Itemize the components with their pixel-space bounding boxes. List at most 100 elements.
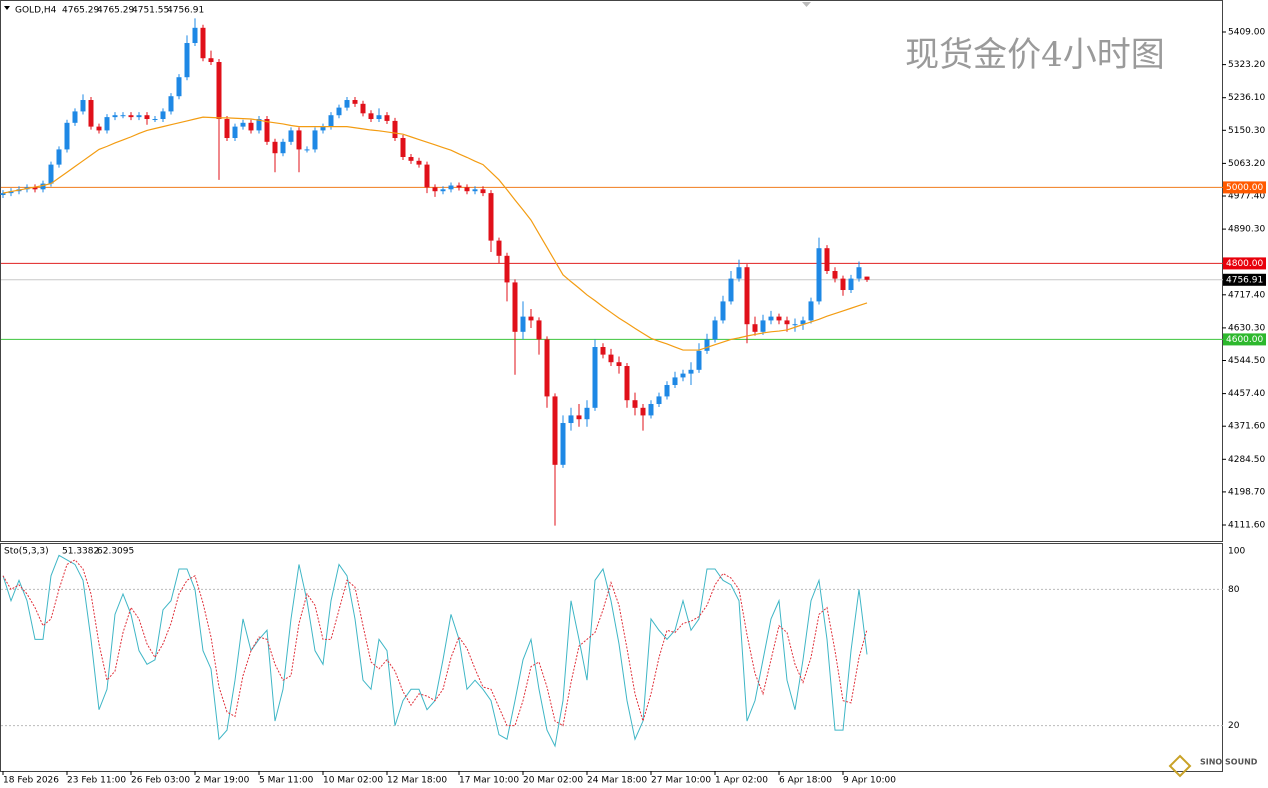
y-tick-label: 4457.40 — [1228, 389, 1265, 399]
candle-body — [0, 193, 6, 196]
candle-body — [248, 122, 254, 131]
candle-body — [152, 119, 158, 121]
candle-body — [696, 350, 702, 370]
y-tick-label: 4198.70 — [1228, 487, 1265, 497]
y-tick-label: 4890.30 — [1228, 225, 1265, 235]
symbol: GOLD,H4 — [15, 6, 57, 16]
current-price-box — [1223, 273, 1266, 286]
candle-body — [528, 316, 534, 321]
candle-body — [824, 248, 830, 272]
symbol-arrow — [4, 6, 10, 10]
candle-body — [520, 316, 526, 332]
candle-body — [776, 316, 782, 321]
level-box — [1223, 181, 1266, 194]
candle-body — [64, 122, 70, 150]
candle-body — [184, 43, 190, 78]
candle-body — [680, 373, 686, 378]
candle-body — [720, 301, 726, 321]
candle-body — [832, 271, 838, 279]
candle-body — [112, 115, 118, 118]
candle-body — [760, 320, 766, 332]
candle-body — [280, 141, 286, 154]
candle-body — [384, 115, 390, 121]
candle-body — [560, 423, 566, 465]
candle-body — [136, 115, 142, 118]
candle-body — [224, 119, 230, 139]
candle-body — [640, 407, 646, 416]
candle-body — [800, 320, 806, 325]
candle-body — [792, 324, 798, 326]
moving-average — [2, 116, 868, 351]
candle-body — [448, 185, 454, 190]
candle-body — [312, 130, 318, 150]
y-tick-label: 80 — [1228, 585, 1240, 595]
candle-body — [352, 100, 358, 104]
indicator-line — [2, 559, 868, 727]
candle-body — [712, 320, 718, 340]
level-box — [1223, 257, 1266, 270]
y-tick-label: 100 — [1228, 547, 1245, 557]
candle-body — [856, 267, 862, 279]
ohlc-close: 4756.91 — [167, 6, 204, 16]
candle-body — [744, 267, 750, 325]
candle-body — [664, 385, 670, 397]
candle-body — [632, 400, 638, 408]
x-tick-label: 12 Mar 18:00 — [387, 776, 447, 786]
candle-body — [104, 117, 110, 131]
x-tick-label: 10 Mar 02:00 — [323, 776, 383, 786]
y-tick-label: 5409.00 — [1228, 27, 1265, 37]
candle-body — [304, 149, 310, 151]
candle-body — [200, 27, 206, 59]
candle-body — [552, 396, 558, 465]
candle-body — [96, 126, 102, 131]
candle-body — [688, 369, 694, 374]
x-tick-label: 27 Mar 10:00 — [651, 776, 711, 786]
indicator-pane — [0, 543, 1223, 772]
indicator-main: 51.3382 — [62, 547, 99, 557]
y-tick-label: 4630.30 — [1228, 323, 1265, 333]
candle-body — [816, 248, 822, 302]
x-tick-label: 1 Apr 02:00 — [715, 776, 768, 786]
candle-body — [88, 100, 94, 127]
logo-icon — [1168, 754, 1192, 778]
candle-body — [40, 183, 46, 190]
indicator-title: Sto(5,3,3) — [4, 547, 49, 557]
candle-body — [168, 96, 174, 112]
shift-marker — [802, 2, 811, 7]
candle-body — [736, 267, 742, 279]
candle-body — [344, 100, 350, 108]
candle-body — [472, 189, 478, 192]
candle-body — [656, 396, 662, 405]
y-tick-label: 4544.50 — [1228, 356, 1265, 366]
candle-body — [536, 320, 542, 340]
indicator-signal: 62.3095 — [97, 547, 134, 557]
candle-body — [592, 347, 598, 408]
candle-body — [392, 120, 398, 139]
candle-body — [728, 278, 734, 302]
candle-body — [432, 187, 438, 192]
candle-body — [440, 189, 446, 192]
level-label: 5000.00 — [1226, 183, 1263, 193]
candle-body — [160, 111, 166, 120]
x-tick-label: 23 Feb 11:00 — [67, 776, 126, 786]
y-tick-label: 5323.20 — [1228, 60, 1265, 70]
candle-body — [648, 404, 654, 416]
candle-body — [368, 113, 374, 120]
logo-text: SINO SOUND — [1200, 758, 1258, 767]
candle-body — [272, 141, 278, 154]
candle-body — [264, 119, 270, 142]
candle-body — [568, 415, 574, 424]
x-tick-label: 6 Apr 18:00 — [779, 776, 832, 786]
main-pane — [0, 0, 1223, 542]
candle-body — [480, 189, 486, 194]
candle-body — [544, 339, 550, 397]
candle-body — [608, 354, 614, 363]
candle-body — [208, 58, 214, 63]
candle-body — [192, 27, 198, 44]
candle-body — [784, 320, 790, 325]
candle-body — [408, 157, 414, 161]
ohlc-high: 4765.29 — [97, 6, 134, 16]
candle-body — [864, 276, 870, 280]
y-tick-label: 5236.10 — [1228, 93, 1265, 103]
